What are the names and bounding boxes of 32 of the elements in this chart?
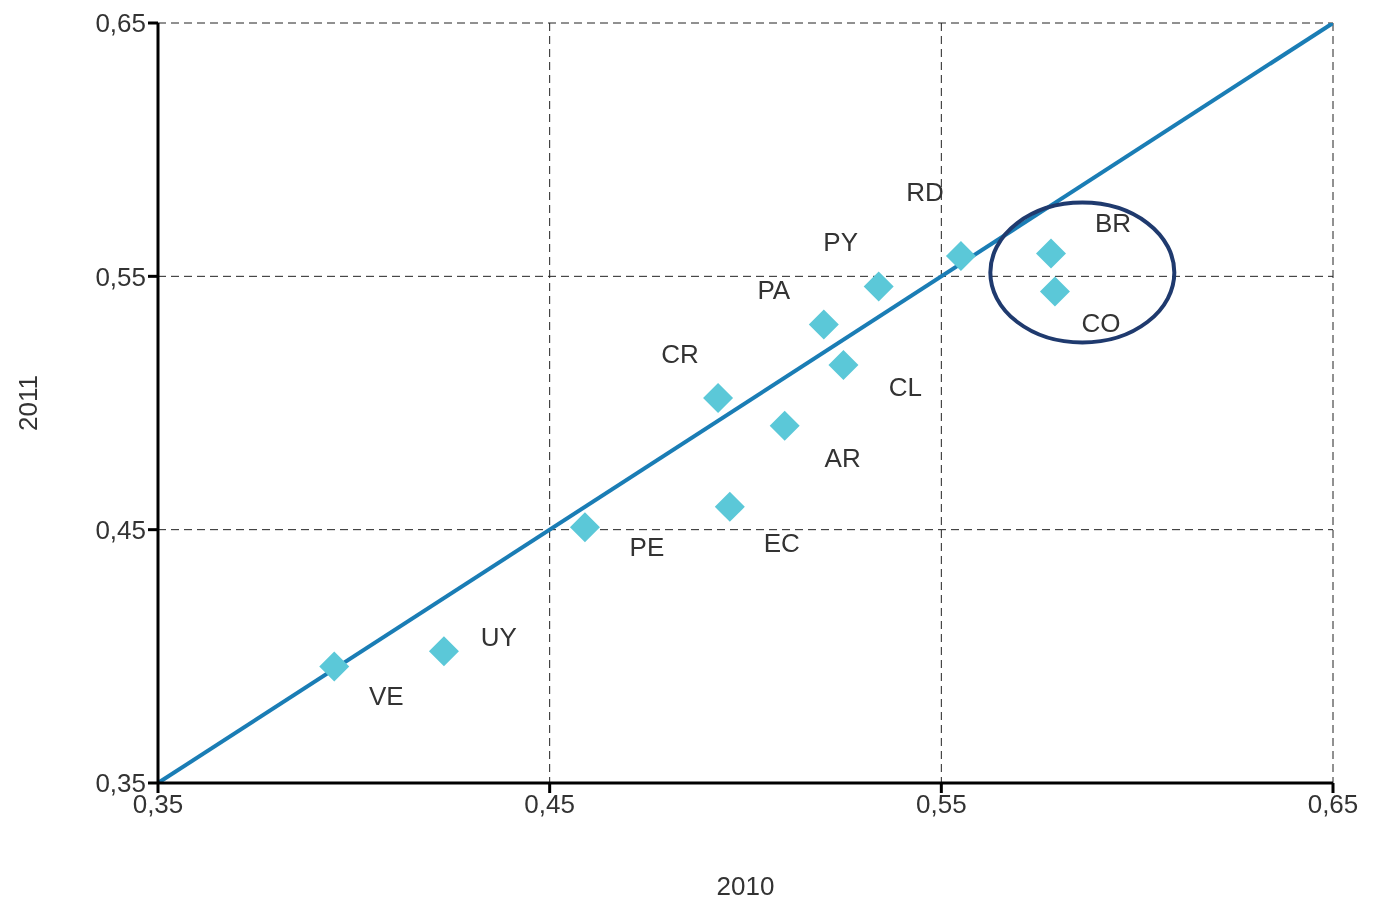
point (569, 512, 600, 543)
annotation: PA (757, 275, 791, 306)
x-tick-label: 0,65 (1307, 789, 1359, 820)
point (1039, 276, 1070, 307)
annotation: PY (823, 227, 859, 258)
y-tick-label: 0,65 (95, 8, 146, 39)
point (863, 271, 894, 302)
annotation: VE (368, 681, 404, 712)
point (769, 410, 800, 441)
annotation: EC (763, 527, 800, 558)
point (808, 309, 839, 340)
point (1036, 238, 1066, 269)
y-tick-label: 0,55 (95, 261, 146, 292)
x-tick-label: 0,55 (916, 789, 967, 820)
point (319, 651, 350, 682)
y-tick-label: 0,45 (95, 514, 146, 545)
annotation: AR (824, 442, 861, 473)
point (703, 382, 734, 413)
point (828, 350, 859, 380)
annotation: CL (888, 371, 923, 402)
point (428, 636, 459, 667)
x-axis-title: 2010 (716, 871, 775, 901)
annotation: BR (1094, 208, 1132, 239)
annotation: UY (480, 622, 517, 653)
annotation: CO (1081, 308, 1121, 339)
point (945, 241, 976, 272)
annotation: RD (906, 176, 944, 207)
point (714, 491, 745, 522)
annotation: PE (629, 532, 665, 563)
annotation: CR (661, 338, 699, 369)
y-axis-title: 2011 (13, 375, 44, 431)
x-tick-label: 0,45 (524, 789, 575, 820)
